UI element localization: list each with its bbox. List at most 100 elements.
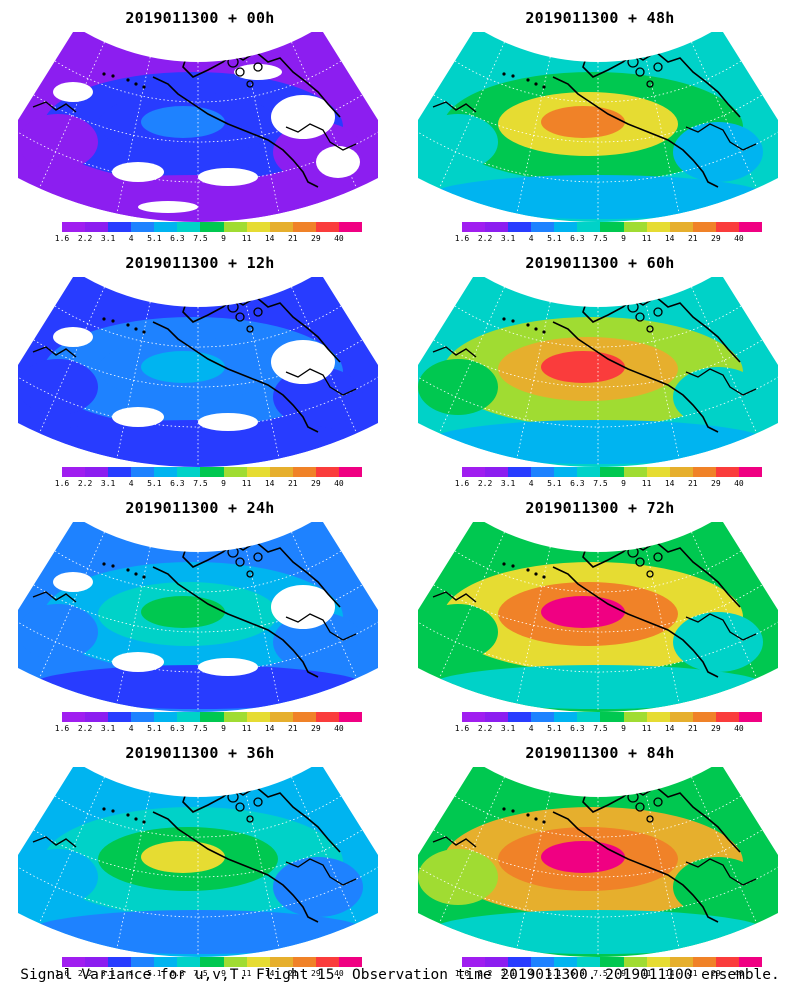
field-south <box>428 175 768 219</box>
colorbar-swatch <box>577 712 601 722</box>
panel-title: 2019011300 + 84h <box>525 744 675 762</box>
colorbar-swatch <box>715 957 739 967</box>
aleutian-island <box>102 807 106 811</box>
coastline <box>552 566 719 678</box>
field-lobe <box>18 849 98 905</box>
colorbar-labels: 1.6 2.2 3.1 4 5.1 6.3 7.5 9 11 14 21 29 40 <box>55 479 362 489</box>
colorbar-tick-label: 3.1 <box>500 724 516 733</box>
island-outline <box>616 292 630 306</box>
island-outline <box>635 802 645 812</box>
colorbar-swatch <box>269 712 293 722</box>
colorbar-tick-label: 29 <box>311 479 321 488</box>
colorbar-swatch <box>223 222 247 232</box>
colorbar-swatch <box>246 467 270 477</box>
aleutian-island <box>126 568 130 572</box>
longitude-line <box>245 56 280 214</box>
colorbar-tick-label: 21 <box>687 969 698 978</box>
colorbar-swatch <box>292 222 316 232</box>
colorbar-swatch <box>462 712 486 722</box>
aleutian-island <box>534 572 538 576</box>
colorbar-labels: 1.6 2.2 3.1 4 5.1 6.3 7.5 9 11 14 21 29 40 <box>55 234 362 244</box>
colorbar-swatch <box>154 957 178 967</box>
aleutian-island <box>126 323 130 327</box>
colorbar-tick-label: 7.5 <box>193 479 208 488</box>
no-data-patch <box>198 413 258 431</box>
aleutian-island <box>502 72 506 76</box>
coastline <box>152 811 319 923</box>
colorbar-swatch <box>738 957 763 967</box>
aleutian-island <box>534 82 538 86</box>
colorbar-swatch <box>531 957 555 967</box>
map-field <box>18 277 378 467</box>
colorbar-tick-label: 14 <box>264 479 275 488</box>
field-lobe <box>273 857 363 917</box>
colorbar-swatch <box>200 222 224 232</box>
colorbar-swatch <box>600 712 624 722</box>
aleutian-island <box>542 575 546 579</box>
island-outline <box>240 534 252 546</box>
colorbar <box>62 222 363 232</box>
colorbar-swatch <box>292 467 316 477</box>
longitude-line <box>645 301 680 459</box>
panel-24h: 2019011300 + 24h 1.6 2.2 3.1 4 5.1 6.3 7.5 9 11 1… <box>0 490 400 735</box>
colorbar-tick-label: 14 <box>664 969 675 978</box>
colorbar-tick-label: 5.1 <box>547 724 562 733</box>
colorbar-tick-label: 6.3 <box>170 724 185 733</box>
colorbar-swatch <box>223 712 247 722</box>
colorbar-tick-label: 4 <box>528 479 534 488</box>
aleutian-island <box>511 564 515 568</box>
aleutian-island <box>102 562 106 566</box>
aleutian-island <box>511 74 515 78</box>
colorbar-swatch <box>715 222 739 232</box>
field-south <box>28 175 368 219</box>
colorbar-swatch <box>85 712 109 722</box>
coastline <box>152 566 319 678</box>
panel-72h: 2019011300 + 72h 1.6 2.2 3.1 4 5.1 6.3 7.5 9 11 1… <box>400 490 800 735</box>
no-data-patch <box>316 146 360 178</box>
colorbar <box>462 467 763 477</box>
colorbar-tick-label: 7.5 <box>193 969 208 978</box>
colorbar-tick-label: 14 <box>264 969 275 978</box>
aleutian-island <box>542 820 546 824</box>
colorbar <box>462 712 763 722</box>
colorbar-tick-label: 7.5 <box>593 479 608 488</box>
variance-map <box>18 32 378 222</box>
colorbar-tick-label: 3.1 <box>100 234 116 243</box>
longitude-line <box>516 301 551 459</box>
colorbar-tick-label: 9 <box>621 479 626 488</box>
colorbar-tick-label: 29 <box>711 479 721 488</box>
colorbar-tick-label: 21 <box>687 479 698 488</box>
colorbar-tick-label: 4 <box>128 724 134 733</box>
colorbar-swatch <box>646 467 670 477</box>
variance-map <box>18 277 378 467</box>
no-data-patch <box>53 327 93 347</box>
longitude-line <box>645 56 680 214</box>
colorbar-swatch <box>223 957 247 967</box>
colorbar-tick-label: 2.2 <box>477 724 493 733</box>
longitude-line <box>116 301 151 459</box>
aleutian-island <box>134 327 138 331</box>
colorbar-tick-label: 3.1 <box>100 724 116 733</box>
field-lobe <box>418 849 498 905</box>
aleutian-island <box>126 78 130 82</box>
field-peak <box>541 596 625 628</box>
map-field <box>18 32 378 222</box>
aleutian-island <box>111 809 115 813</box>
coastline <box>685 368 757 396</box>
aleutian-island <box>111 564 115 568</box>
colorbar-swatch <box>669 222 693 232</box>
colorbar-tick-label: 11 <box>641 969 652 978</box>
island-outline <box>653 62 663 72</box>
colorbar-swatch <box>577 222 601 232</box>
no-data-patch <box>112 162 164 182</box>
coastline <box>285 123 357 151</box>
panel-36h: 2019011300 + 36h 1.6 2.2 3.1 4 5.1 6.3 7.5 9 11 1… <box>0 735 400 980</box>
panel-title: 2019011300 + 00h <box>125 9 275 27</box>
colorbar-swatch <box>669 957 693 967</box>
colorbar-tick-label: 40 <box>334 969 344 978</box>
colorbar-tick-label: 5.1 <box>147 969 162 978</box>
map-field <box>418 522 778 712</box>
island-outline <box>640 44 652 56</box>
island-outline <box>253 307 263 317</box>
colorbar-swatch <box>531 467 555 477</box>
